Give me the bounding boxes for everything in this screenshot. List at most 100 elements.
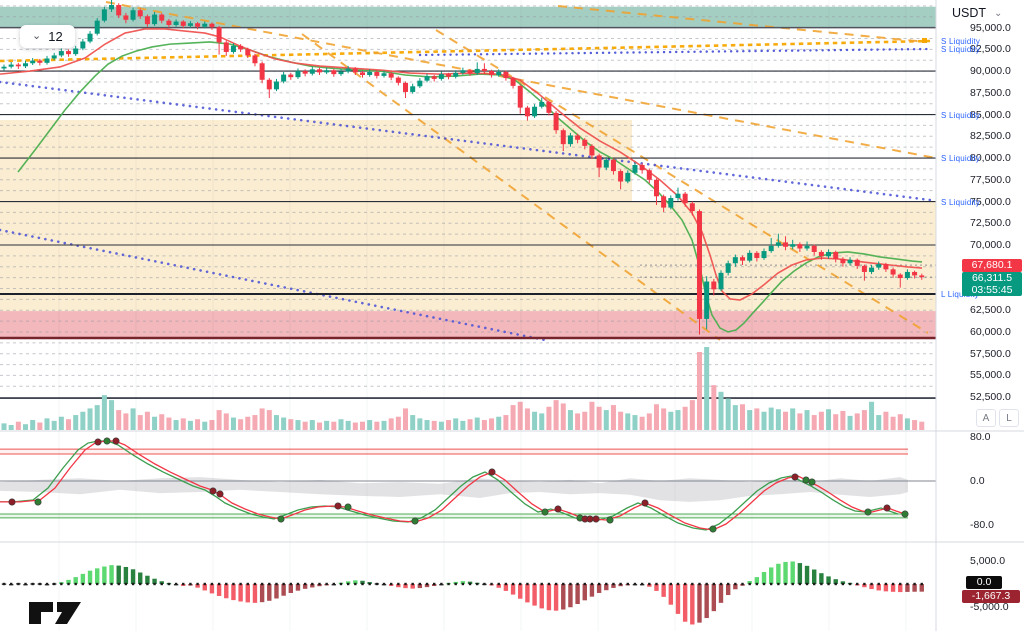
- volume-bar: [897, 414, 903, 430]
- volume-bar: [783, 411, 789, 430]
- candle-body: [711, 281, 717, 290]
- zero-dot: [784, 582, 787, 586]
- volume-bar: [159, 414, 165, 430]
- volume-bar: [202, 421, 208, 430]
- histogram-bar: [553, 584, 559, 611]
- volume-bar: [811, 415, 817, 430]
- zero-dot: [167, 582, 171, 586]
- zero-dot: [52, 582, 56, 586]
- candle-body: [230, 45, 236, 52]
- zero-dot: [906, 582, 909, 586]
- candle-body: [861, 265, 867, 272]
- signal-dot: [641, 499, 649, 507]
- oscillator-red-line: [0, 440, 906, 531]
- histogram-bar: [159, 581, 164, 584]
- zero-dot: [605, 582, 608, 586]
- histogram-bar: [123, 566, 129, 584]
- histogram-bar: [840, 581, 846, 584]
- zero-dot: [182, 582, 185, 586]
- candle-body: [804, 245, 810, 249]
- zero-dot: [834, 582, 837, 586]
- oscillator-green-line: [0, 440, 899, 531]
- volume-bar: [675, 410, 681, 430]
- zero-dot: [920, 582, 923, 586]
- tradingview-logo[interactable]: [28, 600, 88, 626]
- signal-dot: [606, 516, 614, 524]
- zero-dot: [260, 582, 264, 586]
- interval-button[interactable]: ⌄ 12: [20, 25, 75, 48]
- zero-dot: [146, 582, 149, 586]
- signal-dot: [216, 490, 224, 498]
- log-scale-button[interactable]: L: [999, 409, 1019, 427]
- price-tick: 52,500.0: [970, 391, 1011, 404]
- zero-dot: [311, 582, 314, 586]
- zero-dot: [368, 582, 371, 586]
- volume-bar: [152, 416, 158, 430]
- histogram-bar: [195, 584, 200, 588]
- candle-body: [80, 41, 86, 49]
- candle-body: [560, 130, 566, 145]
- candle-body: [44, 58, 50, 63]
- candle-body: [410, 86, 416, 92]
- zero-dot: [318, 582, 321, 586]
- candle-body: [424, 76, 430, 81]
- auto-scale-button[interactable]: A: [976, 409, 996, 427]
- volume-bar: [360, 421, 365, 430]
- currency-selector[interactable]: USDT ⌄: [952, 6, 1002, 20]
- volume-bar: [295, 420, 301, 430]
- orange-dashed-trendline: [557, 5, 927, 43]
- histogram-bar: [252, 584, 258, 603]
- histogram-bar: [718, 584, 724, 603]
- histogram-bar: [145, 575, 150, 584]
- volume-bar: [209, 420, 215, 430]
- zero-dot: [691, 582, 694, 586]
- candle-body: [524, 107, 530, 117]
- volume-bar: [711, 385, 717, 430]
- candle-body: [668, 198, 674, 208]
- zero-dot: [884, 582, 888, 586]
- volume-bar: [259, 408, 265, 430]
- candle-body: [797, 244, 803, 249]
- volume-bar: [775, 409, 781, 430]
- volume-bar: [503, 415, 509, 430]
- histogram-bar: [138, 572, 143, 584]
- volume-bar: [496, 416, 502, 430]
- price-tick: 80,000.0: [970, 152, 1011, 165]
- histogram-bar: [804, 565, 810, 584]
- candle-body: [338, 71, 344, 75]
- volume-bar: [8, 425, 14, 430]
- candle-body: [919, 275, 925, 278]
- candle-body: [252, 55, 258, 64]
- zero-dot: [124, 582, 128, 586]
- candle-body: [180, 21, 186, 26]
- chevron-down-icon: ⌄: [994, 7, 1003, 19]
- histogram-bar: [460, 581, 466, 584]
- price-tick: 72,500.0: [970, 217, 1011, 230]
- zero-dot: [74, 582, 77, 586]
- volume-bar: [467, 419, 473, 430]
- volume-bar: [23, 424, 29, 430]
- price-tick: 55,000.0: [970, 369, 1011, 382]
- candle-body: [101, 9, 107, 21]
- candle-body: [8, 64, 14, 67]
- histogram-bar: [302, 584, 308, 589]
- zero-dot: [504, 582, 508, 586]
- histogram-bar: [704, 584, 709, 619]
- histogram-bar: [568, 584, 573, 608]
- volume-bar: [632, 415, 638, 430]
- volume-bar: [180, 418, 186, 430]
- baseline-band: [0, 477, 908, 502]
- signal-dot: [901, 510, 909, 518]
- volume-bar: [367, 420, 373, 430]
- candle-body: [740, 257, 746, 261]
- zero-dot: [856, 582, 859, 586]
- histogram-zero-badge: 0.0: [966, 576, 1002, 589]
- price-tick: 62,500.0: [970, 304, 1011, 317]
- histogram-bar: [819, 573, 824, 584]
- histogram-bar: [754, 577, 760, 584]
- volume-bar: [840, 410, 846, 430]
- histogram-bar: [912, 584, 917, 592]
- volume-bar: [560, 403, 566, 430]
- candle-body: [417, 80, 423, 87]
